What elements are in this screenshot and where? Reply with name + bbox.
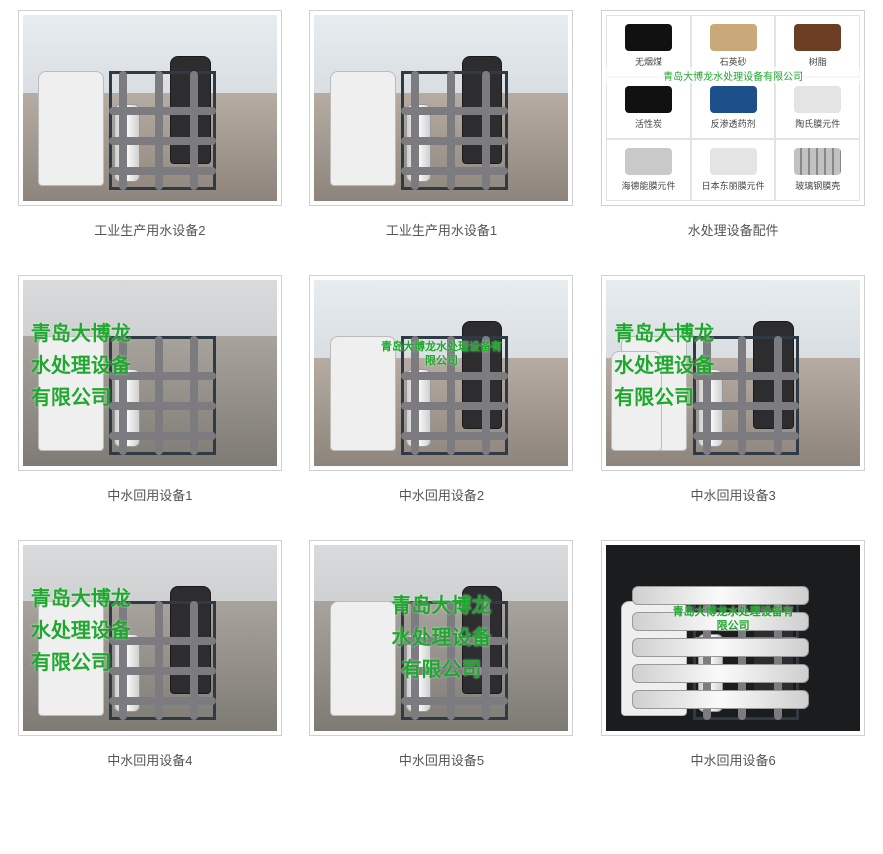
product-thumbnail[interactable] [309,10,573,206]
product-caption[interactable]: 中水回用设备6 [691,750,776,769]
product-thumbnail[interactable]: 青岛大博龙水处理设备有限公司 [18,275,282,471]
product-thumbnail[interactable]: 青岛大博龙水处理设备有限公司 [601,275,865,471]
product-card: 工业生产用水设备1 [308,10,576,239]
product-thumbnail[interactable] [18,10,282,206]
product-thumbnail[interactable]: 青岛大博龙水处理设备有限公司 [309,275,573,471]
product-card: 青岛大博龙水处理设备有限公司中水回用设备1 [16,275,284,504]
product-caption[interactable]: 中水回用设备4 [107,750,192,769]
product-card: 青岛大博龙水处理设备有限公司中水回用设备2 [308,275,576,504]
product-caption[interactable]: 中水回用设备2 [399,485,484,504]
product-card: 青岛大博龙水处理设备有限公司中水回用设备3 [599,275,867,504]
product-card: 工业生产用水设备2 [16,10,284,239]
product-card: 青岛大博龙水处理设备有限公司中水回用设备6 [599,540,867,769]
product-thumbnail[interactable]: 无烟煤石英砂树脂活性炭反渗透药剂陶氏膜元件海德能膜元件日本东丽膜元件玻璃钢膜壳青… [601,10,865,206]
product-grid: 工业生产用水设备2 工业生产用水设备1 无烟煤石英砂树脂活性炭反渗透药剂陶氏膜元件海… [16,10,867,769]
product-thumbnail[interactable]: 青岛大博龙水处理设备有限公司 [601,540,865,736]
product-caption[interactable]: 工业生产用水设备1 [386,220,497,239]
product-thumbnail[interactable]: 青岛大博龙水处理设备有限公司 [18,540,282,736]
product-card: 青岛大博龙水处理设备有限公司中水回用设备4 [16,540,284,769]
product-caption[interactable]: 中水回用设备3 [691,485,776,504]
product-caption[interactable]: 中水回用设备5 [399,750,484,769]
product-card: 无烟煤石英砂树脂活性炭反渗透药剂陶氏膜元件海德能膜元件日本东丽膜元件玻璃钢膜壳青… [599,10,867,239]
product-caption[interactable]: 工业生产用水设备2 [94,220,205,239]
product-thumbnail[interactable]: 青岛大博龙水处理设备有限公司 [309,540,573,736]
product-caption[interactable]: 水处理设备配件 [688,220,779,239]
product-caption[interactable]: 中水回用设备1 [107,485,192,504]
product-card: 青岛大博龙水处理设备有限公司中水回用设备5 [308,540,576,769]
